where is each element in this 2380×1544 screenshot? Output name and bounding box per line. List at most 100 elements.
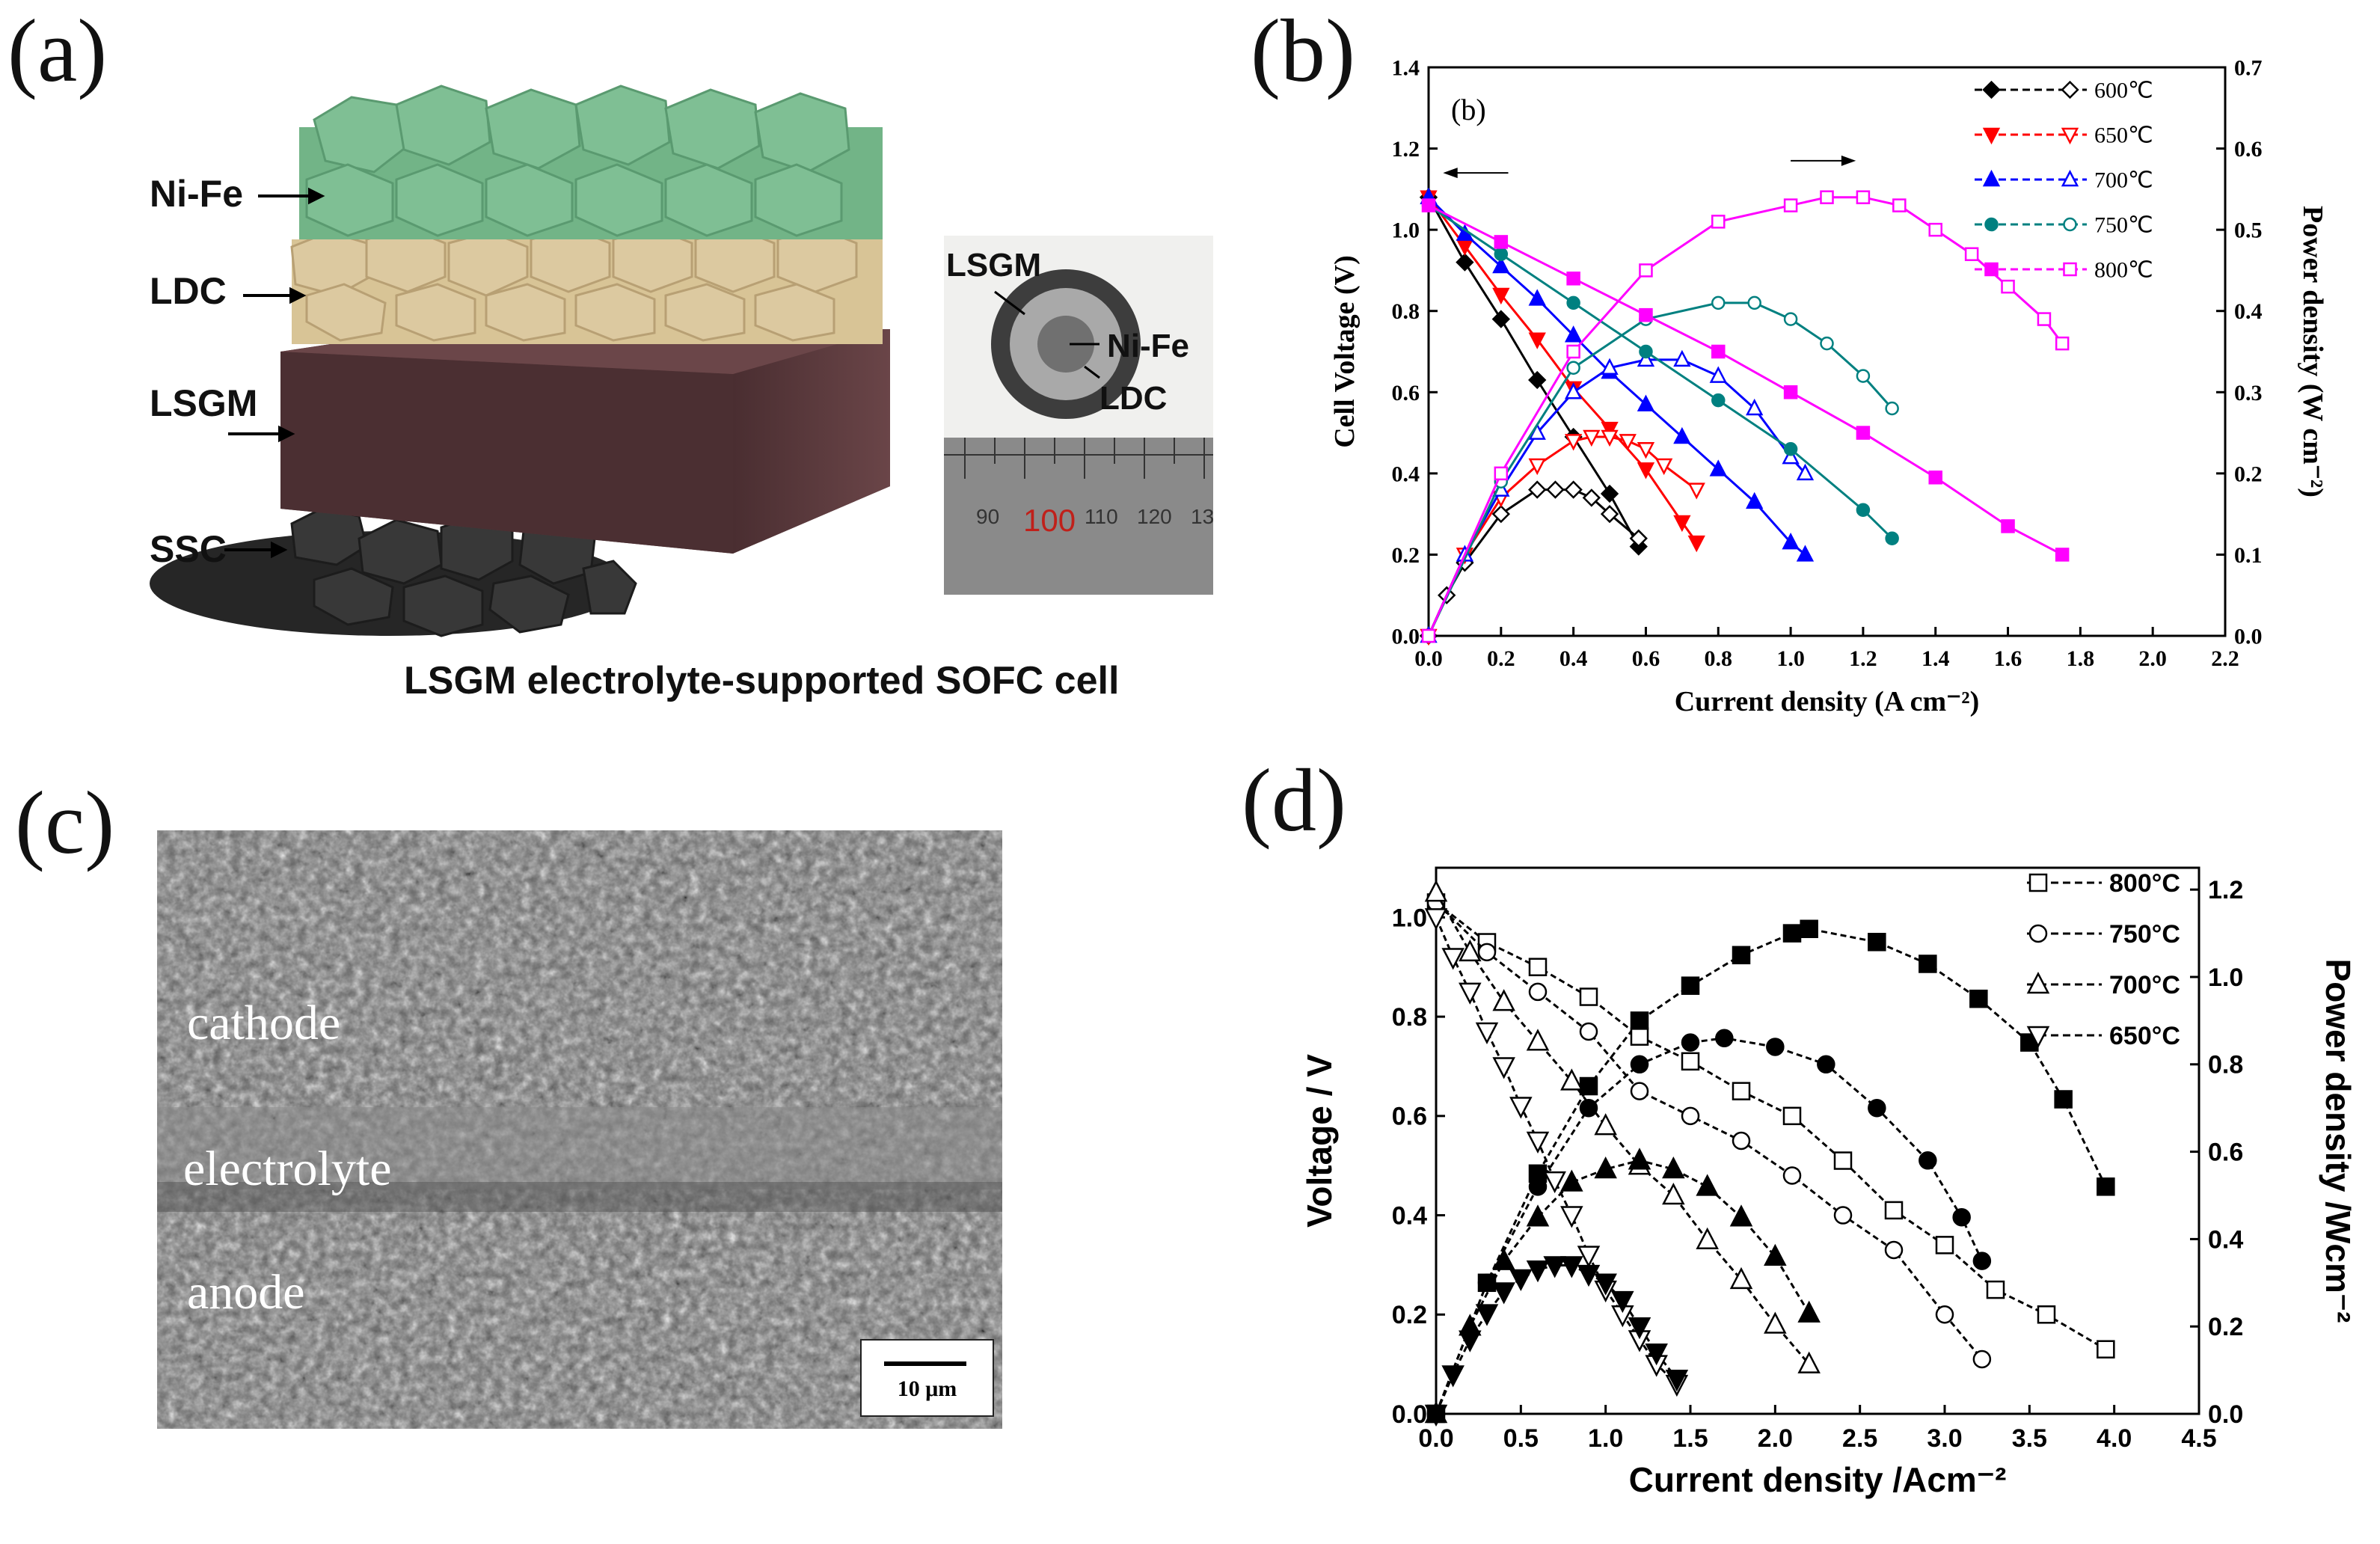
power-point (1579, 1098, 1598, 1118)
power-line (1435, 928, 2107, 1415)
voltage-point (1681, 1106, 1700, 1126)
power-point (1628, 1317, 1651, 1340)
cell-photo: 90 100 110 120 13 (944, 236, 1214, 595)
y-left-tick-label: 0.6 (1392, 1103, 1427, 1131)
x-tick-label: 1.6 (1994, 646, 2022, 671)
legend-label: 650℃ (2094, 123, 2153, 148)
voltage-point (1526, 1029, 1550, 1051)
x-tick-label: 2.0 (2138, 646, 2167, 671)
voltage-point (1711, 344, 1726, 359)
panel-label-c: (c) (15, 773, 115, 872)
voltage-point (1475, 1022, 1499, 1045)
power-point (1564, 480, 1583, 499)
voltage-point (1687, 535, 1705, 553)
legend-marker (2026, 1026, 2050, 1049)
y-left-tick-label: 0.8 (1392, 1003, 1427, 1032)
legend-marker (2028, 873, 2048, 892)
x-axis-label: Current density (A cm⁻²) (1675, 686, 1980, 717)
panel-label-d: (d) (1242, 750, 1346, 850)
voltage-point (1782, 1166, 1802, 1185)
legend-marker (2026, 971, 2050, 994)
voltage-point (1782, 533, 1800, 550)
layer-label-ni-fe: Ni-Fe (150, 173, 243, 215)
voltage-point (2037, 1305, 2056, 1324)
power-point (1477, 1273, 1497, 1293)
power-point (1637, 442, 1655, 459)
voltage-point (1543, 1171, 1566, 1194)
power-point (1783, 312, 1798, 326)
voltage-point (1566, 295, 1580, 310)
voltage-point (1492, 256, 1510, 274)
y-right-tick-label: 0.8 (2208, 1051, 2243, 1079)
power-point (1637, 349, 1655, 367)
voltage-point (1796, 545, 1815, 562)
ruler-label: 110 (1085, 505, 1118, 528)
legend-marker (1984, 217, 1999, 232)
panel-label-b: (b) (1251, 1, 1355, 100)
photo-label-ldc: LDC (1099, 380, 1168, 417)
voltage-line (1428, 204, 2063, 556)
power-point (1509, 1269, 1533, 1291)
voltage-point (1630, 1027, 1649, 1046)
power-point (1796, 463, 1815, 481)
layer-label-ssc: SSC (150, 528, 227, 570)
legend-label: 750°C (2109, 920, 2180, 949)
x-tick-label: 2.0 (1758, 1424, 1793, 1453)
y-right-axis-label: Power density (W cm⁻²) (2297, 206, 2328, 497)
voltage-point (1709, 459, 1727, 477)
x-tick-label: 1.2 (1849, 646, 1877, 671)
voltage-point (1856, 426, 1871, 440)
y-left-tick-label: 0.2 (1392, 1301, 1427, 1329)
sem-label-anode: anode (187, 1265, 305, 1320)
series-2: 700℃ (1420, 168, 2153, 643)
power-point (1619, 434, 1637, 451)
voltage-point (1579, 1022, 1598, 1041)
voltage-point (1441, 948, 1465, 970)
scale-bar-text: 10 μm (897, 1376, 957, 1401)
voltage-point (1459, 939, 1482, 962)
voltage-point (1637, 394, 1655, 411)
scale-bar: 10 μm (860, 1339, 994, 1417)
x-tick-label: 4.0 (2097, 1424, 2132, 1453)
voltage-point (1681, 1052, 1700, 1071)
power-line (1427, 358, 1806, 637)
y-left-tick-label: 0.0 (1392, 625, 1420, 649)
series-1: 650℃ (1420, 123, 2153, 646)
y-right-tick-label: 0.4 (2234, 299, 2263, 324)
voltage-point (1528, 370, 1547, 390)
voltage-point (1783, 385, 1798, 399)
x-tick-label: 0.2 (1487, 646, 1515, 671)
x-tick-label: 3.5 (2012, 1424, 2047, 1453)
voltage-point (1509, 1097, 1533, 1119)
voltage-point (1577, 1246, 1601, 1268)
y-right-tick-label: 1.0 (2208, 964, 2243, 992)
voltage-point (1662, 1182, 1685, 1205)
voltage-point (1639, 307, 1653, 322)
y-right-tick-label: 0.6 (2208, 1139, 2243, 1167)
power-point (1491, 504, 1510, 524)
power-point (2054, 1090, 2073, 1109)
power-point (1654, 458, 1673, 476)
voltage-point (1782, 1106, 1802, 1126)
series-3: 650°C (1424, 908, 2180, 1427)
power-point (1594, 1273, 1617, 1296)
cell-stack-illustration: 90 100 110 120 13 (150, 85, 1214, 637)
y-left-tick-label: 0.6 (1392, 381, 1420, 405)
arrow-head (1841, 155, 1856, 166)
x-axis-label: Current density /Acm⁻² (1629, 1460, 2007, 1499)
y-right-tick-label: 0.6 (2234, 137, 2263, 162)
voltage-point (1696, 1227, 1719, 1249)
power-point (1560, 1169, 1583, 1192)
voltage-point (1560, 1068, 1583, 1091)
power-point (1696, 1174, 1719, 1196)
power-point (1528, 458, 1546, 476)
power-point (1709, 366, 1727, 383)
power-point (1601, 429, 1619, 447)
x-tick-label: 0.4 (1559, 646, 1588, 671)
legend-marker (1982, 80, 2001, 99)
plot-frame (1427, 66, 2227, 637)
power-point (2037, 312, 2052, 326)
y-right-axis-label: Power density /Wcm⁻² (2319, 959, 2358, 1323)
power-point (1747, 295, 1761, 310)
layer-label-lsgm: LSGM (150, 382, 258, 424)
